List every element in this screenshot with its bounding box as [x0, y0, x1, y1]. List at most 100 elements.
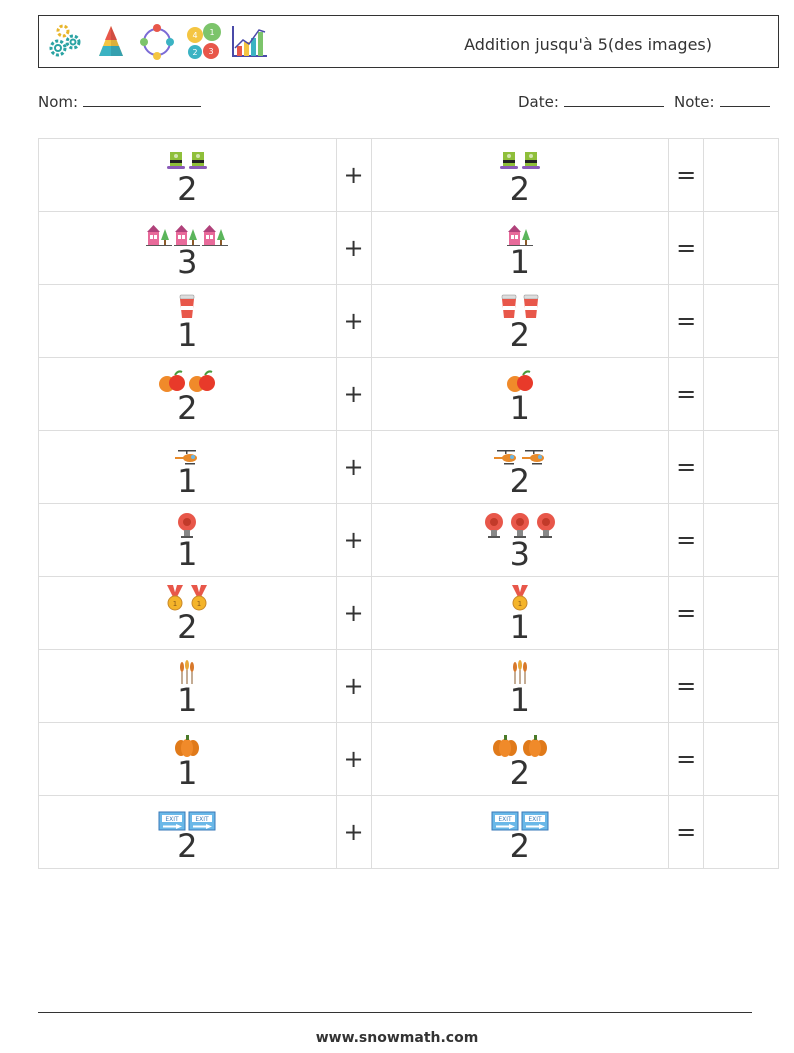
second-addend: 3 [509, 535, 531, 573]
problem-row: EXIT EXIT 2 + EXIT EXIT 2 = [38, 795, 779, 869]
pumpkin-icon [521, 732, 549, 758]
first-addend-cell: 3 [38, 211, 337, 285]
svg-text:EXIT: EXIT [166, 816, 180, 823]
svg-text:EXIT: EXIT [498, 816, 512, 823]
second-addend: 1 [509, 389, 531, 427]
name-field[interactable]: Nom: [38, 93, 202, 111]
first-addend: 1 [177, 316, 198, 354]
first-addend-cell: 2 [38, 357, 337, 431]
plus-sign: + [335, 430, 372, 504]
alarm-bell-icon [508, 511, 532, 539]
helicopter-icon [174, 448, 200, 466]
answer-cell[interactable] [703, 138, 779, 212]
first-addend-cell: 1 [38, 722, 337, 796]
equals-sign: = [668, 576, 705, 650]
hat-icon [166, 150, 186, 174]
answer-cell[interactable] [703, 722, 779, 796]
second-addend: 1 [509, 608, 531, 646]
score-blank[interactable] [719, 93, 770, 107]
problem-row: 1 +2 = [38, 284, 779, 358]
second-addend: 1 [509, 681, 531, 719]
svg-text:1: 1 [209, 28, 214, 37]
pyramid-icon [99, 26, 123, 56]
fruit-icon [188, 369, 216, 393]
header-box: 4 1 2 3 Addition jusqu'à 5(des images) [38, 15, 779, 68]
helicopter-icon [493, 448, 519, 466]
exit-sign-icon: EXIT [188, 811, 216, 831]
logo-row: 4 1 2 3 [45, 20, 271, 64]
numbered-circles-icon: 4 1 2 3 [187, 23, 221, 59]
date-blank[interactable] [563, 93, 664, 107]
house-tree-icon [506, 223, 533, 247]
answer-cell[interactable] [703, 430, 779, 504]
second-addend-cell: 2 [370, 284, 670, 358]
medal-icon: 1 [509, 584, 531, 612]
equals-sign: = [668, 795, 705, 869]
second-addend: 2 [509, 462, 531, 500]
helicopter-icon [521, 448, 547, 466]
first-addend-pictures: EXIT EXIT [39, 803, 336, 831]
second-addend-pictures [372, 292, 669, 320]
answer-cell[interactable] [703, 649, 779, 723]
answer-cell[interactable] [703, 284, 779, 358]
first-addend-cell: 1 [38, 649, 337, 723]
cup-icon [177, 294, 197, 320]
house-tree-icon [146, 223, 173, 247]
first-addend-pictures [39, 511, 336, 539]
second-addend-pictures [372, 219, 669, 247]
equals-sign: = [668, 138, 705, 212]
first-addend: 3 [177, 243, 198, 281]
second-addend: 1 [509, 243, 531, 281]
problem-row: 1 +2 = [38, 722, 779, 796]
answer-cell[interactable] [703, 357, 779, 431]
second-addend-pictures [372, 730, 669, 758]
svg-text:1: 1 [197, 600, 201, 608]
svg-text:1: 1 [518, 600, 522, 608]
second-addend: 2 [509, 827, 531, 865]
date-field[interactable]: Date: [518, 93, 664, 111]
second-addend-cell: 1 [370, 211, 670, 285]
plus-sign: + [335, 284, 372, 358]
second-addend-pictures [372, 438, 669, 466]
first-addend: 1 [177, 681, 198, 719]
footer-url[interactable]: www.snowmath.com [315, 1030, 479, 1046]
first-addend-cell: 1 [38, 284, 337, 358]
second-addend-pictures: EXIT EXIT [372, 803, 669, 831]
cup-icon [521, 294, 541, 320]
first-addend: 2 [177, 827, 198, 865]
answer-cell[interactable] [703, 503, 779, 577]
plus-sign: + [335, 138, 372, 212]
first-addend: 2 [177, 170, 198, 208]
answer-cell[interactable] [703, 795, 779, 869]
second-addend: 2 [509, 754, 531, 792]
name-label: Nom: [38, 93, 79, 111]
hat-icon [521, 150, 541, 174]
score-field[interactable]: Note: [674, 93, 770, 111]
worksheet-title: Addition jusqu'à 5(des images) [464, 35, 712, 54]
problem-row: 1 +2 = [38, 430, 779, 504]
svg-text:EXIT: EXIT [196, 816, 210, 823]
answer-cell[interactable] [703, 211, 779, 285]
equals-sign: = [668, 284, 705, 358]
second-addend-pictures [372, 365, 669, 393]
first-addend: 1 [177, 535, 198, 573]
name-blank[interactable] [83, 93, 202, 107]
hat-icon [188, 150, 208, 174]
gears-icon [49, 24, 81, 57]
first-addend-pictures [39, 219, 336, 247]
plus-sign: + [335, 211, 372, 285]
plus-sign: + [335, 649, 372, 723]
answer-cell[interactable] [703, 576, 779, 650]
second-addend-cell: 1 [370, 357, 670, 431]
first-addend-cell: 1 [38, 503, 337, 577]
second-addend-cell: 1 [370, 649, 670, 723]
score-label: Note: [674, 93, 715, 111]
equals-sign: = [668, 722, 705, 796]
problem-row: 1 +1 = [38, 649, 779, 723]
second-addend-pictures [372, 511, 669, 539]
alarm-bell-icon [534, 511, 558, 539]
problem-row: 2 +1 = [38, 357, 779, 431]
